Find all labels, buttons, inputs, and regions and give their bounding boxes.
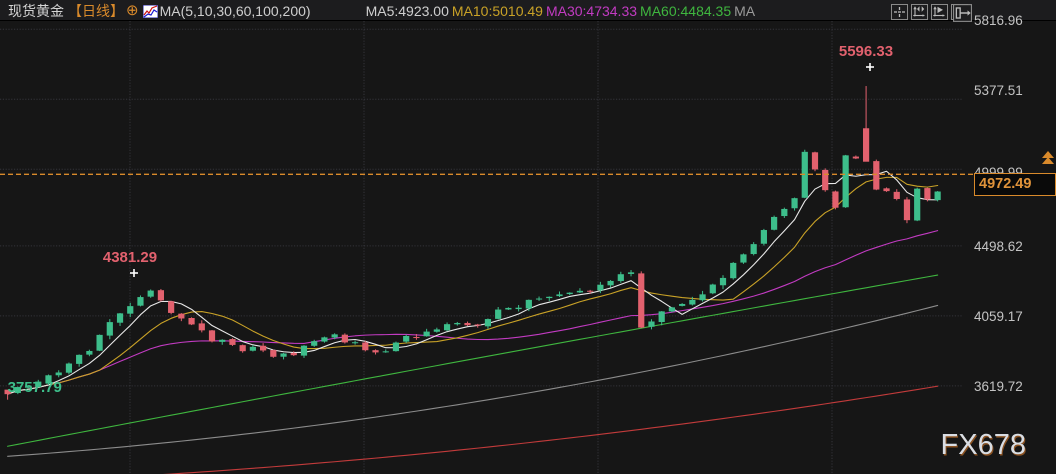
svg-text:3757.79: 3757.79 [8, 379, 62, 396]
svg-text:4381.29: 4381.29 [103, 249, 157, 266]
svg-text:5596.33: 5596.33 [839, 43, 893, 60]
